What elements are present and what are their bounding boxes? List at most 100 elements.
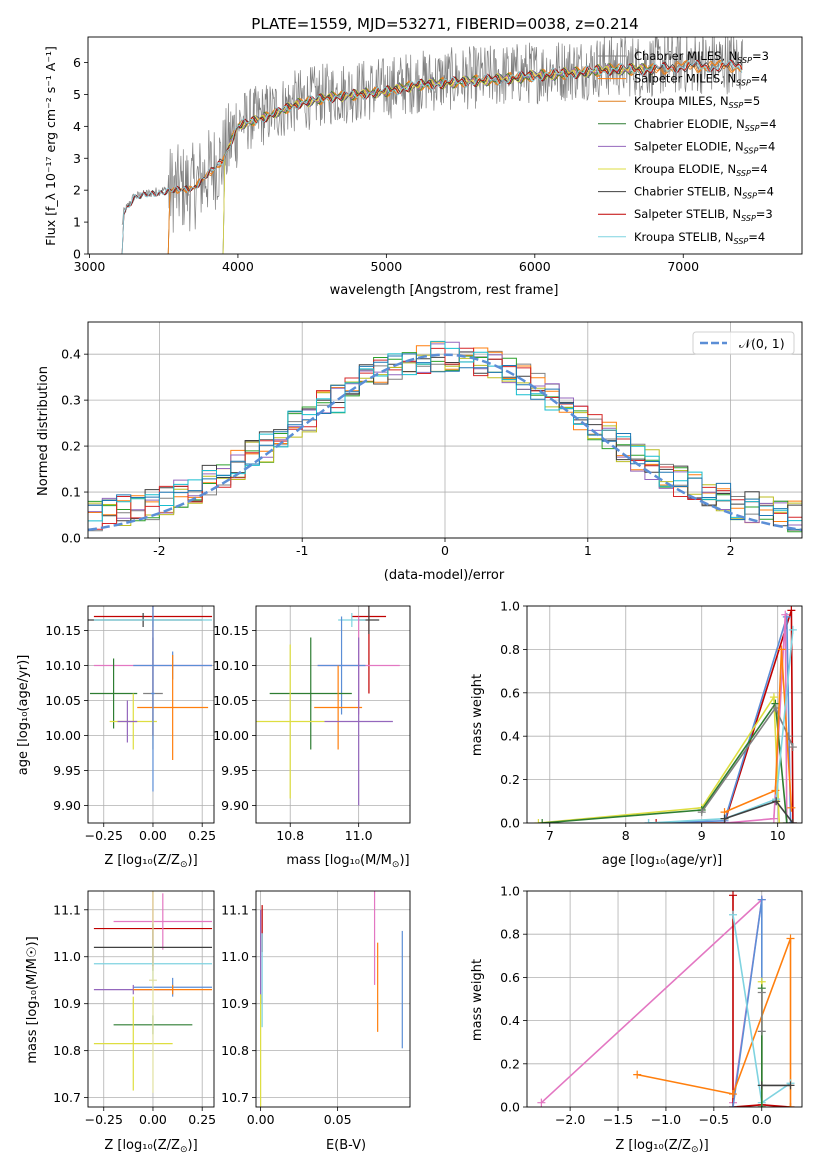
mass-weight-vs-Z-frame xyxy=(526,890,803,1108)
residuals-ytick-label: 0.2 xyxy=(61,439,81,454)
mass-vs-Z-grid xyxy=(88,891,214,1107)
figure-title: PLATE=1559, MJD=53271, FIBERID=0038, z=0… xyxy=(251,15,638,33)
spectrum-xtick-label: 5000 xyxy=(370,259,402,274)
mass-vs-Z-ytick-label: 10.8 xyxy=(53,1043,81,1058)
mass-weight-vs-Z-ytick-label: 0.8 xyxy=(500,927,520,942)
mass-weight-vs-Z-ytick-label: 0.0 xyxy=(500,1100,520,1115)
mass-weight-vs-age-point-marker xyxy=(784,732,793,741)
mass-weight-vs-Z-point-marker xyxy=(757,1103,766,1107)
spectrum-legend-label: Salpeter ELODIE, NSSP=4 xyxy=(634,139,775,155)
mass-vs-Z-errorbar xyxy=(133,984,213,995)
residual-histogram-step xyxy=(88,340,802,522)
mass-weight-vs-age-ytick-label: 0.0 xyxy=(500,816,520,831)
residuals-xtick-label: 0 xyxy=(441,543,449,558)
mass-weight-vs-Z-point-marker xyxy=(757,895,766,904)
mass-weight-vs-age-plot-area: 7 8 9 10 0.0 0.2 0.4 0.6 0.8 1.0 xyxy=(500,599,803,843)
mass-weight-vs-age-point-marker xyxy=(697,808,706,817)
mass-weight-vs-Z-point-marker xyxy=(757,1081,766,1090)
mass-weight-vs-age-point-marker xyxy=(769,814,778,823)
mass-weight-vs-Z-panel: −2.0 −1.5 −1.0 −0.5 0.0 0.0 0.2 0.4 0.6 0.8 1.0 Z … xyxy=(470,884,803,1155)
spectrum-ytick-label: 5 xyxy=(73,87,81,102)
mass-vs-ebv-frame xyxy=(255,890,411,1108)
age-vs-mass-ytick-label: 10.10 xyxy=(213,658,249,673)
mass-weight-vs-age-xtick-label: 7 xyxy=(546,828,554,843)
age-vs-mass-ytick-label: 10.00 xyxy=(213,728,249,743)
mass-vs-Z-xtick-label: 0.00 xyxy=(139,1112,167,1127)
mass-weight-vs-Z-point-marker xyxy=(729,891,738,900)
mass-weight-vs-age-series-line xyxy=(701,706,794,813)
mass-weight-vs-age-point-marker xyxy=(788,625,797,634)
age-vs-mass-xlabel: mass [log₁₀(M/M⊙)] xyxy=(286,853,409,870)
mass-weight-vs-age-series-line xyxy=(648,629,794,823)
age-vs-Z-ytick-label: 10.00 xyxy=(45,728,81,743)
mass-weight-vs-age-point-marker xyxy=(788,819,797,823)
age-vs-mass-errorbar xyxy=(338,613,366,627)
spectrum-ytick-label: 6 xyxy=(73,55,81,70)
residuals-ytick-label: 0.3 xyxy=(61,393,81,408)
residuals-axes: -2 -1 0 1 2 0.0 0.1 0.2 0.3 0.4 𝒩(0, 1) xyxy=(61,321,803,558)
spectrum-legend-label: Salpeter STELIB, NSSP=3 xyxy=(634,207,773,223)
age-vs-Z-errorbar xyxy=(89,658,138,729)
mass-vs-ebv-ytick-label: 11.1 xyxy=(221,902,249,917)
mass-weight-vs-age-point-marker xyxy=(787,803,796,812)
spectrum-ytick-label: 3 xyxy=(73,151,81,166)
mass-vs-Z-errorbar xyxy=(113,893,213,950)
mass-weight-vs-age-point-marker xyxy=(775,819,784,823)
mass-weight-vs-age-point-marker xyxy=(644,819,653,823)
spectrum-legend-label: Chabrier ELODIE, NSSP=4 xyxy=(634,117,776,133)
age-vs-Z-errorbar xyxy=(151,606,155,792)
mass-vs-ebv-ytick-label: 10.9 xyxy=(221,996,249,1011)
residual-legend-box xyxy=(692,331,795,355)
mass-vs-Z-frame xyxy=(87,890,215,1108)
age-vs-Z-ytick-label: 10.15 xyxy=(45,623,81,638)
spectrum-ytick-label: 0 xyxy=(73,247,81,262)
mass-weight-vs-age-xtick-label: 9 xyxy=(698,828,706,843)
mass-weight-vs-age-series-line xyxy=(542,701,788,823)
mass-weight-vs-age-point-marker xyxy=(769,693,778,702)
residuals-ytick-label: 0.4 xyxy=(61,347,81,362)
age-vs-Z-ytick-label: 9.95 xyxy=(53,763,81,778)
residuals-plot-area: -2 -1 0 1 2 0.0 0.1 0.2 0.3 0.4 𝒩(0, 1) xyxy=(61,321,803,558)
mass-weight-vs-Z-xtick-label: −0.5 xyxy=(699,1112,729,1127)
mass-vs-Z-axes: −0.25 0.00 0.25 10.7 10.8 10.9 11.0 11.1 xyxy=(53,890,216,1127)
mass-vs-Z-xlabel: Z [log₁₀(Z/Z⊙)] xyxy=(104,1138,197,1155)
mass-vs-Z-data xyxy=(93,891,213,1093)
age-vs-mass-ytick-label: 9.90 xyxy=(221,798,249,813)
residuals-xlabel: (data-model)/error xyxy=(384,568,505,583)
mass-weight-vs-Z-point-marker xyxy=(786,1103,795,1107)
age-vs-Z-xtick-label: 0.25 xyxy=(188,828,216,843)
age-vs-Z-errorbar xyxy=(117,700,138,743)
mass-weight-vs-Z-point-marker xyxy=(729,1103,738,1107)
residual-histogram-step xyxy=(88,353,802,530)
mass-weight-vs-age-xlabel: age [log₁₀(age/yr)] xyxy=(602,853,723,868)
spectrum-ytick-label: 1 xyxy=(73,215,81,230)
mass-weight-vs-age-series-line xyxy=(648,616,792,823)
age-vs-mass-xtick-label: 10.8 xyxy=(276,828,304,843)
age-vs-mass-errorbar xyxy=(317,616,366,715)
mass-vs-ebv-panel: 0.00 0.05 10.7 10.8 10.9 11.0 11.1 E(B-V) xyxy=(221,890,411,1153)
spectrum-xlabel: wavelength [Angstrom, rest frame] xyxy=(330,283,559,298)
mass-vs-Z-ylabel: mass [log₁₀(M/M☉)] xyxy=(25,936,40,1063)
spectrum-xtick-label: 6000 xyxy=(519,259,551,274)
age-vs-Z-plot-area: −0.25 0.00 0.25 9.90 9.95 10.00 10.05 10.10 10.1… xyxy=(45,605,216,843)
mass-weight-vs-age-ytick-label: 0.8 xyxy=(500,642,520,657)
age-vs-mass-errorbar xyxy=(314,665,363,750)
mass-weight-vs-Z-ytick-label: 0.2 xyxy=(500,1056,520,1071)
mass-weight-vs-Z-ylabel: mass weight xyxy=(470,959,485,1041)
residuals-xtick-label: 1 xyxy=(584,543,592,558)
spectrum-model-line xyxy=(222,63,653,254)
age-vs-mass-frame xyxy=(255,605,411,824)
spectrum-legend-label: Chabrier STELIB, NSSP=4 xyxy=(634,185,774,201)
mass-weight-vs-Z-point-marker xyxy=(757,1027,766,1036)
mass-weight-vs-Z-point-marker xyxy=(786,934,795,943)
mass-vs-Z-xtick-label: −0.25 xyxy=(85,1112,123,1127)
mass-weight-vs-age-point-marker xyxy=(538,819,547,823)
mass-vs-Z-xtick-label: 0.25 xyxy=(188,1112,216,1127)
mass-weight-vs-Z-point-marker xyxy=(633,1070,642,1079)
mass-weight-vs-Z-xtick-label: −2.0 xyxy=(555,1112,585,1127)
residuals-xtick-label: -2 xyxy=(153,543,165,558)
age-vs-mass-errorbar xyxy=(256,644,325,799)
mass-vs-ebv-data xyxy=(260,891,403,1107)
age-vs-Z-ytick-label: 10.05 xyxy=(45,693,81,708)
spectrum-legend: Chabrier MILES, NSSP=3 Salpeter MILES, NS… xyxy=(598,49,776,246)
